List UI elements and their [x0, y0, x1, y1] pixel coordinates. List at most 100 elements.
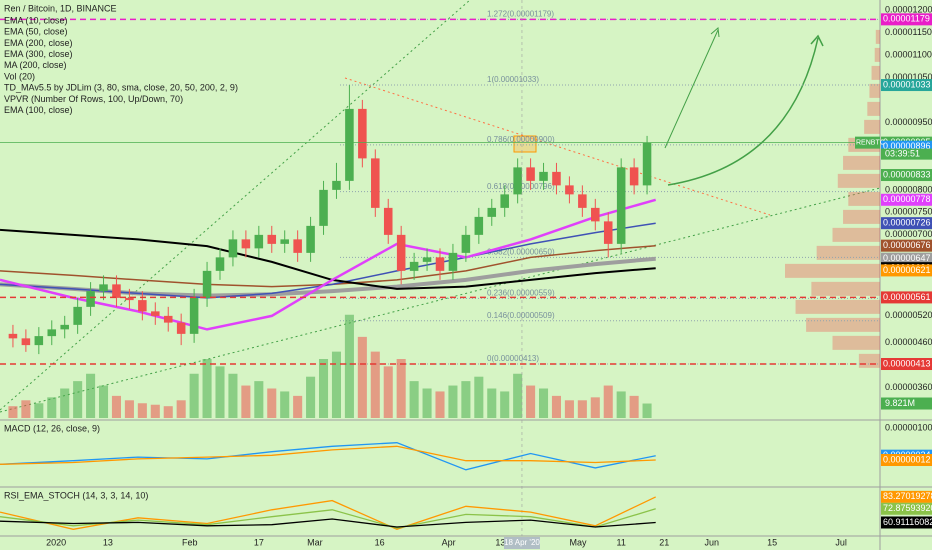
arrow-head — [810, 34, 824, 47]
cursor-label: 18 Apr '20 — [504, 538, 540, 547]
fib-label: 0.146(0.00000509) — [487, 311, 555, 320]
countdown: 03:39:51 — [885, 149, 920, 159]
vpvr-bar — [843, 209, 880, 224]
candle-body — [60, 324, 69, 330]
volume-bar — [124, 400, 134, 418]
indicator-line — [0, 508, 656, 529]
candle-body — [202, 270, 212, 298]
legend-entry: EMA (100, close) — [4, 105, 73, 115]
y-tick-label: 0.00000100 — [885, 423, 932, 433]
candle-body — [99, 284, 108, 292]
candle-body — [332, 180, 341, 190]
fib-label: 0(0.00000413) — [487, 354, 539, 363]
price-badge-label: 0.00000561 — [883, 292, 931, 302]
volume-bar — [254, 381, 264, 418]
symbol-badge-bg — [855, 136, 880, 149]
x-tick-label: 13 — [495, 537, 505, 547]
volume-bar — [461, 381, 471, 418]
volume-bar — [409, 381, 419, 418]
volume-bar — [8, 406, 18, 418]
volume-bar — [34, 403, 44, 418]
x-tick-label: 11 — [617, 537, 626, 547]
vpvr-bar — [848, 191, 880, 206]
y-tick-label: 0.00000360 — [885, 382, 932, 392]
vpvr-bar — [864, 119, 880, 134]
price-badge-label: 0.00000676 — [883, 240, 931, 250]
x-tick-label: 17 — [254, 537, 264, 547]
arrow — [667, 37, 819, 186]
legend-entry: EMA (50, close) — [4, 27, 68, 37]
price-badge — [881, 358, 932, 371]
candle-body — [176, 322, 186, 334]
candle-body — [86, 291, 95, 307]
volume-bar — [642, 403, 652, 418]
price-badge — [881, 193, 932, 206]
volume-bar — [603, 385, 613, 418]
candle-body — [526, 167, 535, 181]
legend-entry: VPVR (Number Of Rows, 100, Up/Down, 70) — [4, 94, 183, 104]
candle-body — [552, 171, 561, 186]
volume-bar — [73, 381, 83, 418]
arrow-head — [710, 27, 720, 38]
symbol-badge: RENBTC — [856, 139, 885, 146]
highlight-box — [513, 135, 537, 153]
fib-label: 1(0.00001033) — [487, 75, 539, 84]
chart-title: Ren / Bitcoin, 1D, BINANCE — [4, 3, 117, 13]
legend-entry: TD_MAv5.5 by JDLim (3, 80, sma, close, 2… — [4, 83, 238, 93]
y-tick-label: 0.00000800 — [885, 184, 932, 194]
x-tick-label: Feb — [182, 537, 198, 547]
candle-body — [215, 257, 225, 271]
vpvr-bar — [795, 299, 880, 314]
price-badge-label: 60.91116082 — [883, 517, 932, 527]
candle-body — [319, 189, 328, 226]
price-badge-label: 0.00000413 — [883, 358, 931, 368]
vpvr-bar — [811, 281, 880, 296]
volume-bar — [267, 388, 277, 418]
volume-bar — [396, 359, 406, 418]
cursor-label-bg — [503, 537, 540, 549]
volume-bar — [202, 359, 212, 418]
price-badge-label: 0.00000833 — [883, 169, 931, 179]
volume-bar — [280, 391, 290, 418]
volume-bar — [215, 366, 225, 418]
y-tick-label: 0.00001050 — [885, 72, 932, 82]
volume-bar — [500, 391, 510, 418]
price-badge-label: 0.00000726 — [883, 218, 931, 228]
legend-entry: EMA (10, close) — [4, 15, 68, 25]
price-badge-label: 0.00000896 — [883, 141, 931, 151]
volume-bar — [448, 385, 458, 418]
candle-body — [616, 167, 626, 244]
x-tick-label: May — [570, 537, 588, 547]
vpvr-bar — [837, 173, 880, 188]
candle-body — [396, 234, 406, 271]
price-badge — [881, 13, 932, 26]
x-tick-label: 21 — [659, 537, 669, 547]
vpvr-bar — [816, 245, 880, 260]
volume-bar — [47, 397, 57, 418]
price-badge-label: 0.00001179 — [883, 14, 930, 24]
volume-bar — [616, 391, 626, 418]
volume-badge: 9.821M — [885, 398, 915, 408]
price-badge-label: 0.00000621 — [883, 265, 931, 275]
candle-body — [474, 216, 484, 235]
vpvr-bar — [875, 29, 880, 44]
candle-body — [383, 207, 393, 235]
candle-body — [345, 108, 354, 181]
y-tick-label: 0.00001200 — [885, 4, 932, 14]
x-tick-label: Mar — [307, 537, 323, 547]
candle-body — [591, 207, 600, 222]
volume-bar — [176, 400, 186, 418]
candle-body — [125, 297, 134, 301]
vpvr-bar — [832, 227, 880, 242]
y-tick-label: 0.00000750 — [885, 207, 932, 217]
price-badge-label: 0.00000778 — [883, 194, 931, 204]
candle-body — [112, 284, 121, 298]
indicator-line — [0, 442, 656, 471]
vpvr-bar — [832, 335, 880, 350]
candle-body — [189, 297, 199, 334]
fib-label: 1.272(0.00001179) — [487, 9, 554, 18]
legend-entry: Vol (20) — [4, 71, 35, 81]
price-badge-label: 0.00000647 — [883, 253, 931, 263]
candle-body — [151, 311, 160, 316]
y-tick-label: 0.00000460 — [885, 337, 932, 347]
